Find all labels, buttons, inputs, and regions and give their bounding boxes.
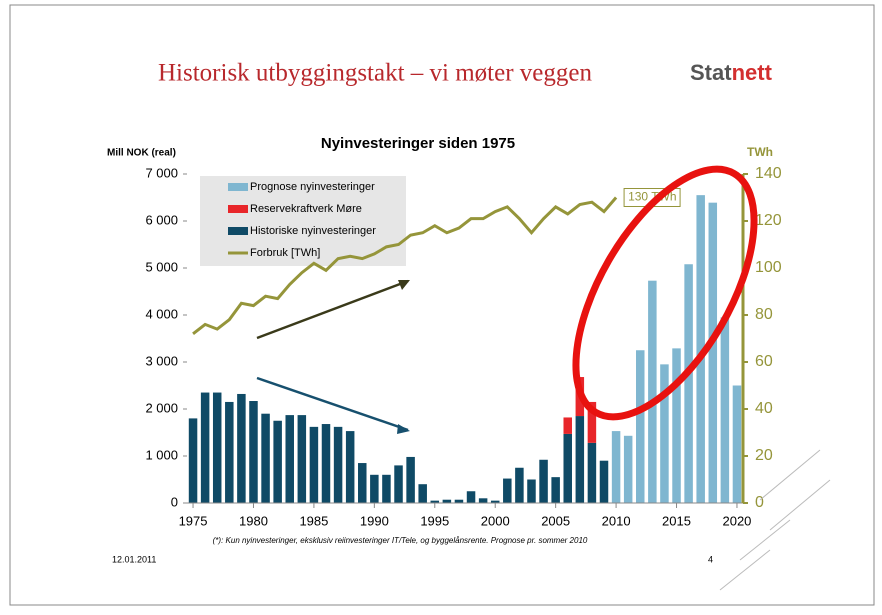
arrow-head [397,424,410,434]
decoration [719,449,831,591]
legend-swatch [228,205,248,213]
bar [551,477,560,503]
bar [333,426,343,503]
logo: Statnett [690,60,773,85]
bar [345,431,355,503]
bar [672,348,681,503]
bar [490,500,500,503]
page-number: 4 [708,554,713,564]
footnote: (*): Kun nyinvesteringer, eksklusiv reii… [213,536,588,545]
y-tick-label: 1 000 [145,447,178,462]
arrow [256,376,409,432]
legend-swatch [228,183,248,191]
bar [648,280,657,503]
bar [212,392,222,503]
bar [587,401,597,443]
bar [394,465,403,503]
bar [442,499,452,503]
bar [720,317,730,503]
bar [466,491,476,503]
legend-label: Reservekraftverk Møre [250,203,362,215]
y-tick-label: 2 000 [145,400,178,415]
y2-tick-label: 120 [755,212,782,229]
bar [623,435,633,503]
x-tick-label: 2010 [602,513,631,528]
y-tick-label: 0 [171,494,178,509]
bar [563,433,572,503]
bar [249,401,258,503]
y2-axis-label: TWh [747,145,773,159]
x-tick-label: 2015 [662,513,691,528]
bar [732,385,742,503]
bar [358,463,367,503]
x-tick-label: 2000 [481,513,510,528]
bar [200,392,210,503]
legend-swatch [228,227,248,235]
x-tick-label: 2005 [541,513,570,528]
arrow-head [398,280,410,290]
x-tick-label: 2020 [722,513,751,528]
bar [587,442,597,503]
bar [406,456,415,503]
bar [273,420,282,503]
y-tick-label: 3 000 [145,353,178,368]
bar [563,417,572,434]
bar [370,474,379,503]
bar [696,195,705,503]
bar [285,415,294,503]
legend-label: Historiske nyinvesteringer [250,225,376,237]
y2-tick-label: 0 [755,494,764,511]
bar [636,350,645,503]
bar [188,418,198,503]
bar [515,467,524,503]
bar [575,416,585,503]
logo-part: Stat [690,60,732,85]
bar [261,413,270,503]
bar [503,478,512,503]
bar [708,202,718,504]
legend-label: Prognose nyinvesteringer [250,181,375,193]
bar [599,460,609,503]
bar [527,479,536,503]
y2-tick-label: 80 [755,306,773,323]
chart-title: Nyinvesteringer siden 1975 [321,135,515,152]
x-tick-label: 1975 [179,513,208,528]
bar [539,459,548,503]
logo-part: nett [732,60,773,85]
legend-label: Forbruk [TWh] [250,247,320,259]
y-axis-label: Mill NOK (real) [107,148,176,159]
y-tick-label: 7 000 [145,165,178,180]
y2-tick-label: 60 [755,353,773,370]
bar [237,393,246,503]
bar [418,484,427,503]
y-tick-label: 6 000 [145,212,178,227]
bar [430,500,440,503]
y2-tick-label: 40 [755,400,773,417]
y2-tick-label: 140 [755,165,782,182]
highlight-ellipse [572,165,758,421]
x-tick-label: 1980 [239,513,268,528]
bar [309,426,319,503]
line [192,196,618,335]
bar [684,264,693,503]
arrow [256,279,409,340]
bar [321,424,331,503]
bar [382,474,391,503]
bar [454,499,464,503]
x-tick-label: 1995 [420,513,449,528]
bar [297,415,307,503]
x-tick-label: 1990 [360,513,389,528]
date: 12.01.2011 [112,554,156,564]
slide-title: Historisk utbyggingstakt – vi møter vegg… [158,60,592,87]
x-tick-label: 1985 [299,513,328,528]
bar [225,401,234,503]
y-tick-label: 4 000 [145,306,178,321]
bar [660,364,669,503]
y2-tick-label: 20 [755,447,773,464]
y-tick-label: 5 000 [145,259,178,274]
bar [478,498,488,503]
y2-tick-label: 100 [755,259,782,276]
bar [611,431,621,503]
